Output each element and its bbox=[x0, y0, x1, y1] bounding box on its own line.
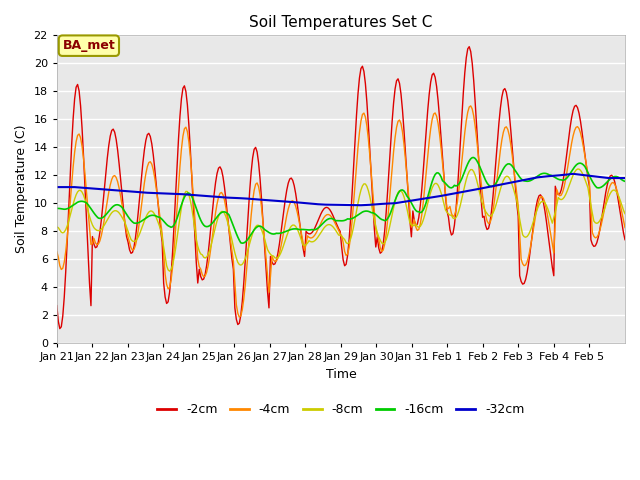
-4cm bbox=[460, 144, 467, 149]
-32cm bbox=[621, 175, 629, 181]
-16cm bbox=[72, 200, 80, 206]
Y-axis label: Soil Temperature (C): Soil Temperature (C) bbox=[15, 125, 28, 253]
Line: -2cm: -2cm bbox=[57, 47, 625, 329]
-16cm bbox=[53, 205, 61, 211]
-8cm bbox=[72, 192, 80, 198]
-2cm bbox=[347, 216, 355, 222]
-4cm bbox=[545, 223, 553, 229]
-4cm bbox=[72, 139, 80, 144]
-8cm bbox=[166, 268, 173, 274]
-4cm bbox=[236, 314, 243, 320]
-2cm bbox=[74, 82, 81, 87]
-32cm bbox=[90, 186, 98, 192]
Line: -16cm: -16cm bbox=[57, 157, 625, 243]
-32cm bbox=[72, 184, 80, 190]
-2cm bbox=[460, 90, 467, 96]
Line: -8cm: -8cm bbox=[57, 169, 625, 271]
X-axis label: Time: Time bbox=[326, 368, 356, 381]
-32cm bbox=[620, 175, 627, 181]
-8cm bbox=[460, 189, 467, 195]
-32cm bbox=[345, 202, 353, 208]
-32cm bbox=[53, 184, 61, 190]
-4cm bbox=[53, 249, 61, 254]
-2cm bbox=[545, 242, 553, 248]
Text: BA_met: BA_met bbox=[63, 39, 115, 52]
-16cm bbox=[620, 178, 627, 184]
-4cm bbox=[620, 218, 627, 224]
-16cm bbox=[239, 240, 246, 246]
-32cm bbox=[569, 171, 577, 177]
-16cm bbox=[545, 172, 553, 178]
-2cm bbox=[53, 303, 61, 309]
-8cm bbox=[573, 166, 581, 172]
-8cm bbox=[53, 224, 61, 230]
Line: -4cm: -4cm bbox=[57, 106, 625, 317]
-8cm bbox=[544, 206, 552, 212]
-32cm bbox=[356, 203, 364, 208]
-16cm bbox=[347, 216, 355, 222]
-2cm bbox=[56, 326, 63, 332]
-32cm bbox=[460, 189, 467, 195]
-4cm bbox=[467, 103, 474, 109]
-4cm bbox=[621, 225, 629, 230]
-32cm bbox=[544, 173, 552, 179]
-2cm bbox=[465, 44, 473, 49]
-2cm bbox=[92, 245, 99, 251]
-8cm bbox=[620, 207, 627, 213]
-8cm bbox=[347, 236, 355, 242]
Title: Soil Temperatures Set C: Soil Temperatures Set C bbox=[249, 15, 433, 30]
-4cm bbox=[347, 234, 355, 240]
-8cm bbox=[621, 211, 629, 216]
-2cm bbox=[620, 230, 627, 236]
-16cm bbox=[621, 179, 629, 184]
-4cm bbox=[90, 236, 98, 241]
-8cm bbox=[90, 225, 98, 230]
-16cm bbox=[470, 155, 477, 160]
-2cm bbox=[621, 237, 629, 242]
Line: -32cm: -32cm bbox=[57, 174, 625, 205]
Legend: -2cm, -4cm, -8cm, -16cm, -32cm: -2cm, -4cm, -8cm, -16cm, -32cm bbox=[152, 398, 529, 421]
-16cm bbox=[90, 210, 98, 216]
-16cm bbox=[460, 172, 467, 178]
